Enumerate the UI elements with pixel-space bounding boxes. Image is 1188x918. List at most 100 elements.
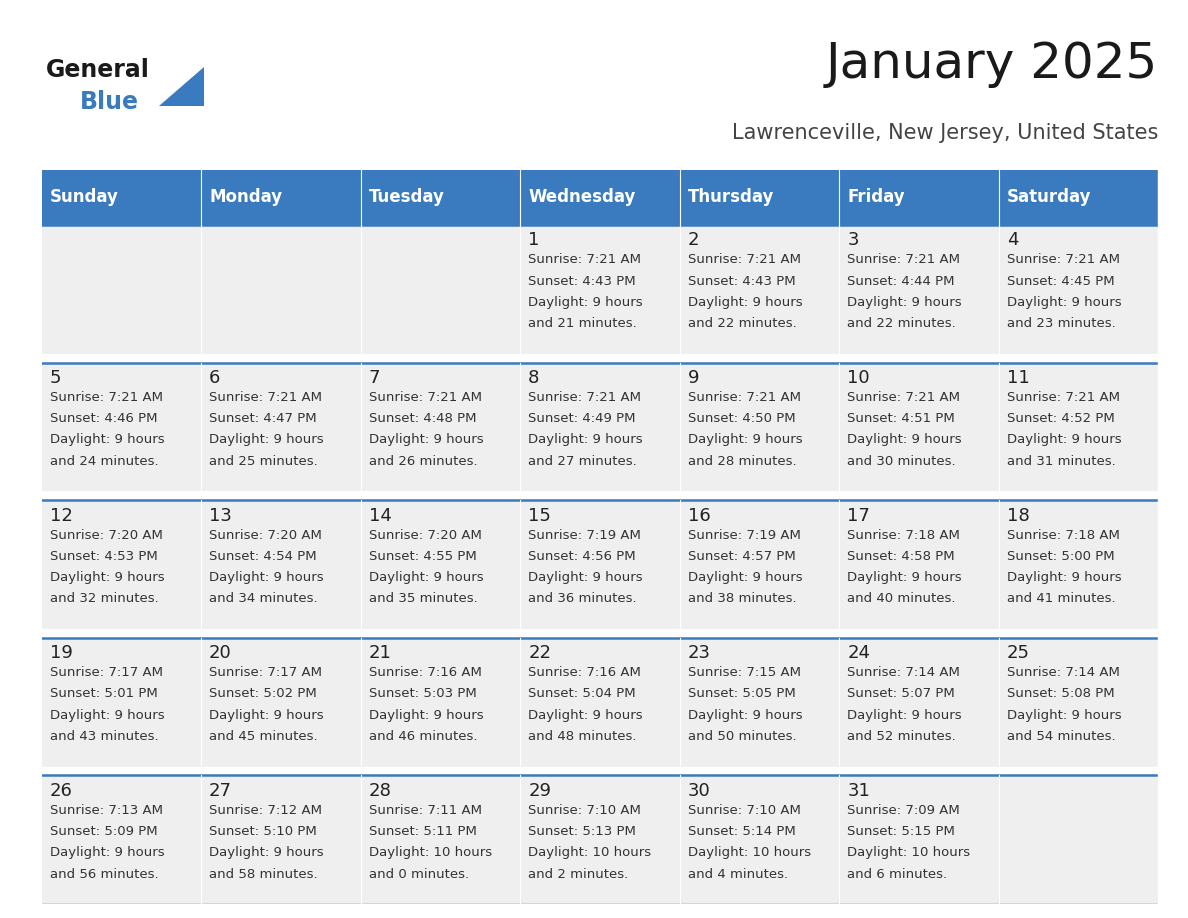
Text: Sunrise: 7:10 AM: Sunrise: 7:10 AM [529,804,642,817]
Bar [201,225,361,353]
Text: Daylight: 9 hours: Daylight: 9 hours [1006,571,1121,584]
Text: Sunrise: 7:16 AM: Sunrise: 7:16 AM [368,666,481,679]
Text: Blue: Blue [80,90,139,114]
Text: Sunrise: 7:21 AM: Sunrise: 7:21 AM [1006,391,1120,404]
Text: Sunset: 5:11 PM: Sunset: 5:11 PM [368,825,476,838]
Text: 14: 14 [368,507,392,524]
Text: and 40 minutes.: and 40 minutes. [847,592,955,605]
Text: 16: 16 [688,507,710,524]
Text: Sunrise: 7:21 AM: Sunrise: 7:21 AM [1006,253,1120,266]
Text: Sunrise: 7:16 AM: Sunrise: 7:16 AM [529,666,642,679]
Bar [680,363,839,491]
Text: Sunrise: 7:21 AM: Sunrise: 7:21 AM [688,253,801,266]
Bar [839,638,999,767]
Bar [680,638,839,767]
Bar [361,363,520,491]
Text: Daylight: 9 hours: Daylight: 9 hours [529,433,643,446]
Bar [201,638,361,767]
Text: 9: 9 [688,369,700,387]
Text: Daylight: 9 hours: Daylight: 9 hours [688,296,802,308]
Text: Daylight: 9 hours: Daylight: 9 hours [209,433,323,446]
Bar [839,170,999,225]
Text: Daylight: 9 hours: Daylight: 9 hours [50,433,164,446]
Text: and 35 minutes.: and 35 minutes. [368,592,478,605]
Text: Sunset: 4:43 PM: Sunset: 4:43 PM [688,274,795,287]
Text: 13: 13 [209,507,232,524]
Text: Sunrise: 7:20 AM: Sunrise: 7:20 AM [368,529,481,542]
Text: Sunrise: 7:10 AM: Sunrise: 7:10 AM [688,804,801,817]
Text: and 48 minutes.: and 48 minutes. [529,730,637,743]
Bar [999,776,1158,904]
Text: Daylight: 9 hours: Daylight: 9 hours [688,571,802,584]
Bar [520,500,680,629]
Text: and 24 minutes.: and 24 minutes. [50,454,158,467]
Bar [361,638,520,767]
Bar [201,363,361,491]
Polygon shape [159,67,204,106]
Bar [201,776,361,904]
Text: Daylight: 10 hours: Daylight: 10 hours [688,846,810,859]
Text: and 36 minutes.: and 36 minutes. [529,592,637,605]
Text: 10: 10 [847,369,870,387]
Text: Sunset: 5:09 PM: Sunset: 5:09 PM [50,825,157,838]
Text: Sunset: 4:54 PM: Sunset: 4:54 PM [209,550,317,563]
Text: 7: 7 [368,369,380,387]
Text: Sunrise: 7:21 AM: Sunrise: 7:21 AM [368,391,481,404]
Text: Sunrise: 7:12 AM: Sunrise: 7:12 AM [209,804,322,817]
Text: 22: 22 [529,644,551,662]
Text: 25: 25 [1006,644,1030,662]
Text: Sunset: 4:43 PM: Sunset: 4:43 PM [529,274,636,287]
Text: and 21 minutes.: and 21 minutes. [529,317,637,330]
Bar [42,363,201,491]
Text: Daylight: 10 hours: Daylight: 10 hours [847,846,971,859]
Text: 6: 6 [209,369,221,387]
Text: Sunrise: 7:21 AM: Sunrise: 7:21 AM [209,391,322,404]
Text: Daylight: 9 hours: Daylight: 9 hours [50,571,164,584]
Text: and 41 minutes.: and 41 minutes. [1006,592,1116,605]
Text: Sunrise: 7:17 AM: Sunrise: 7:17 AM [209,666,322,679]
Text: 28: 28 [368,782,392,800]
Text: and 28 minutes.: and 28 minutes. [688,454,796,467]
Text: Sunrise: 7:11 AM: Sunrise: 7:11 AM [368,804,481,817]
Text: Sunset: 5:01 PM: Sunset: 5:01 PM [50,688,157,700]
Text: 8: 8 [529,369,539,387]
Text: and 25 minutes.: and 25 minutes. [209,454,318,467]
Text: Sunset: 4:52 PM: Sunset: 4:52 PM [1006,412,1114,425]
Text: Daylight: 9 hours: Daylight: 9 hours [529,296,643,308]
Text: 26: 26 [50,782,72,800]
Bar [520,225,680,353]
Text: Daylight: 10 hours: Daylight: 10 hours [529,846,651,859]
Text: 17: 17 [847,507,870,524]
Text: and 32 minutes.: and 32 minutes. [50,592,158,605]
Text: Daylight: 9 hours: Daylight: 9 hours [50,846,164,859]
Text: Sunrise: 7:17 AM: Sunrise: 7:17 AM [50,666,163,679]
Text: Sunset: 4:57 PM: Sunset: 4:57 PM [688,550,796,563]
Text: 23: 23 [688,644,710,662]
Bar [839,225,999,353]
Bar [839,363,999,491]
Text: Sunset: 4:50 PM: Sunset: 4:50 PM [688,412,795,425]
Text: and 54 minutes.: and 54 minutes. [1006,730,1116,743]
Text: and 43 minutes.: and 43 minutes. [50,730,158,743]
Text: 20: 20 [209,644,232,662]
Text: Sunset: 4:53 PM: Sunset: 4:53 PM [50,550,157,563]
Text: Daylight: 9 hours: Daylight: 9 hours [688,709,802,722]
Text: 4: 4 [1006,231,1018,250]
Text: Sunset: 5:10 PM: Sunset: 5:10 PM [209,825,317,838]
Text: Sunrise: 7:20 AM: Sunrise: 7:20 AM [209,529,322,542]
Text: Sunset: 5:04 PM: Sunset: 5:04 PM [529,688,636,700]
Text: and 45 minutes.: and 45 minutes. [209,730,317,743]
Bar [42,170,201,225]
Text: Sunset: 4:51 PM: Sunset: 4:51 PM [847,412,955,425]
Text: Monday: Monday [209,188,283,207]
Text: 29: 29 [529,782,551,800]
Text: Sunset: 5:02 PM: Sunset: 5:02 PM [209,688,317,700]
Bar [201,170,361,225]
Text: Sunrise: 7:18 AM: Sunrise: 7:18 AM [847,529,960,542]
Text: and 34 minutes.: and 34 minutes. [209,592,317,605]
Text: Sunrise: 7:09 AM: Sunrise: 7:09 AM [847,804,960,817]
Text: Daylight: 9 hours: Daylight: 9 hours [529,571,643,584]
Bar [361,500,520,629]
Text: Sunrise: 7:21 AM: Sunrise: 7:21 AM [529,253,642,266]
Text: Sunset: 4:49 PM: Sunset: 4:49 PM [529,412,636,425]
